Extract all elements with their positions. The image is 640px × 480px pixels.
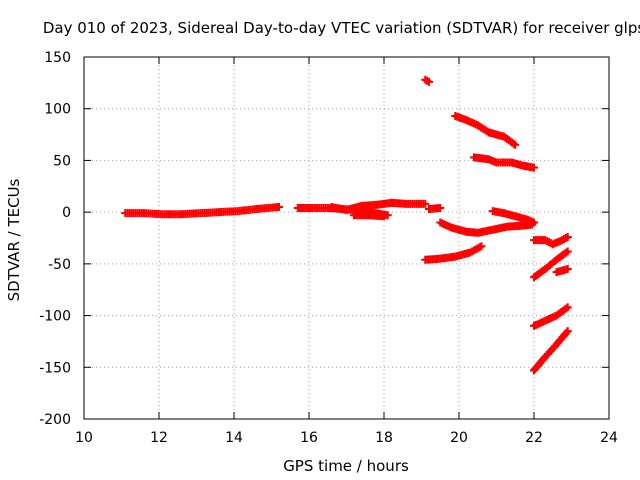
x-tick-label: 22 xyxy=(525,430,543,446)
series-arc-12 xyxy=(530,232,572,249)
series-arc-5 xyxy=(425,204,445,214)
data-point xyxy=(530,163,538,172)
grid xyxy=(84,57,609,419)
data-points xyxy=(121,75,572,375)
data-point xyxy=(425,77,433,86)
data-point xyxy=(436,204,445,213)
x-tick-label: 20 xyxy=(450,430,468,446)
data-point xyxy=(275,202,283,211)
x-axis-label: GPS time / hours xyxy=(283,457,409,475)
y-tick-label: 0 xyxy=(62,205,71,221)
data-point xyxy=(530,218,538,227)
y-tick-label: 100 xyxy=(44,102,71,118)
y-tick-label: -150 xyxy=(39,360,71,376)
series-arc-7 xyxy=(451,111,520,149)
data-point xyxy=(563,247,572,256)
series-arc-4 xyxy=(350,211,388,221)
y-tick-label: -100 xyxy=(39,309,71,325)
x-tick-label: 14 xyxy=(225,430,243,446)
series-arc-6 xyxy=(421,75,433,86)
data-point xyxy=(563,327,572,336)
y-axis-label: SDTVAR / TECUs xyxy=(5,178,23,301)
series-arc-14 xyxy=(552,265,572,277)
data-point xyxy=(509,139,518,148)
y-tick-label: -50 xyxy=(48,257,71,273)
chart-title: Day 010 of 2023, Sidereal Day-to-day VTE… xyxy=(43,19,640,37)
series-arc-9 xyxy=(436,218,537,237)
series-arc-3 xyxy=(327,198,430,215)
data-point xyxy=(562,328,571,337)
axis-ticks: 10 12 14 16 18 20 22 24 -200 -150 -100 -50 0 50 100 150 xyxy=(39,50,618,446)
data-point xyxy=(563,232,572,241)
series-arc-16 xyxy=(530,327,572,375)
data-point xyxy=(562,248,571,257)
x-tick-label: 18 xyxy=(375,430,393,446)
data-point xyxy=(562,304,571,313)
series-arc-13 xyxy=(530,247,572,282)
x-tick-label: 12 xyxy=(150,430,168,446)
data-point xyxy=(563,265,572,274)
series-arc-11 xyxy=(421,242,486,264)
series-arc-1 xyxy=(121,202,283,219)
data-point xyxy=(511,140,520,149)
data-point xyxy=(563,303,572,312)
series-arc-8 xyxy=(470,153,538,172)
data-point xyxy=(380,212,388,221)
data-point xyxy=(477,242,486,251)
x-tick-label: 16 xyxy=(300,430,318,446)
x-tick-label: 24 xyxy=(600,430,618,446)
plot-frame xyxy=(83,56,610,420)
y-tick-label: 50 xyxy=(53,153,71,169)
series-arc-15 xyxy=(530,303,572,330)
y-tick-label: -200 xyxy=(39,412,71,428)
data-point xyxy=(421,199,430,208)
y-tick-label: 150 xyxy=(44,50,71,66)
series-arc-10 xyxy=(488,207,538,227)
x-tick-label: 10 xyxy=(75,430,93,446)
